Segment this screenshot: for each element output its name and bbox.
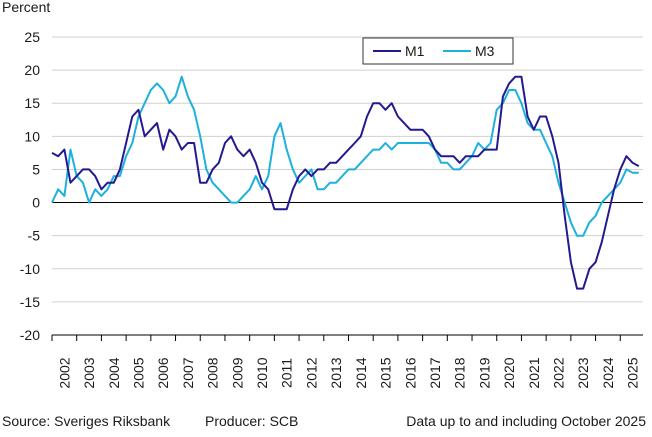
y-tick-label: 5 <box>32 161 40 177</box>
x-tick-label: 2009 <box>229 357 245 388</box>
y-tick-label: -20 <box>20 327 40 343</box>
x-tick-label: 2005 <box>130 357 146 388</box>
y-tick-label: 15 <box>24 95 40 111</box>
x-tick-label: 2018 <box>452 357 468 388</box>
x-tick-label: 2011 <box>279 358 295 388</box>
x-tick-label: 2020 <box>501 357 517 388</box>
x-tick-label: 2015 <box>378 357 394 388</box>
x-tick-label: 2024 <box>600 357 616 388</box>
footer-note: Data up to and including October 2025 <box>406 413 646 429</box>
producer: Producer: SCB <box>205 413 298 429</box>
x-tick-label: 2006 <box>155 357 171 388</box>
y-tick-label: 0 <box>32 195 40 211</box>
x-tick-label: 2003 <box>81 357 97 388</box>
y-tick-label: -5 <box>28 228 41 244</box>
y-axis-label: Percent <box>2 0 50 15</box>
x-tick-label: 2025 <box>625 357 641 388</box>
y-tick-label: -15 <box>20 294 40 310</box>
series-line <box>51 75 640 290</box>
source: Source: Sveriges Riksbank <box>2 413 171 429</box>
x-tick-label: 2021 <box>526 357 542 388</box>
x-tick-label: 2008 <box>205 357 221 388</box>
x-tick-label: 2022 <box>551 357 567 388</box>
y-tick-label: -10 <box>20 261 40 277</box>
x-tick-label: 2014 <box>353 357 369 388</box>
series-line <box>51 75 639 237</box>
x-tick-label: 2023 <box>575 357 591 388</box>
x-tick-label: 2004 <box>106 357 122 388</box>
x-tick-label: 2016 <box>402 357 418 388</box>
x-tick-label: 2019 <box>476 357 492 388</box>
x-tick-label: 2017 <box>427 357 443 388</box>
x-tick-label: 2013 <box>328 357 344 388</box>
x-tick-label: 2010 <box>254 357 270 388</box>
y-tick-label: 10 <box>24 128 40 144</box>
legend-label: M3 <box>475 43 495 59</box>
x-tick-label: 2012 <box>303 357 319 388</box>
y-tick-label: 20 <box>24 62 40 78</box>
x-tick-label: 2007 <box>180 357 196 388</box>
y-tick-label: 25 <box>24 29 40 45</box>
x-tick-label: 2002 <box>56 357 72 388</box>
legend-label: M1 <box>405 43 425 59</box>
